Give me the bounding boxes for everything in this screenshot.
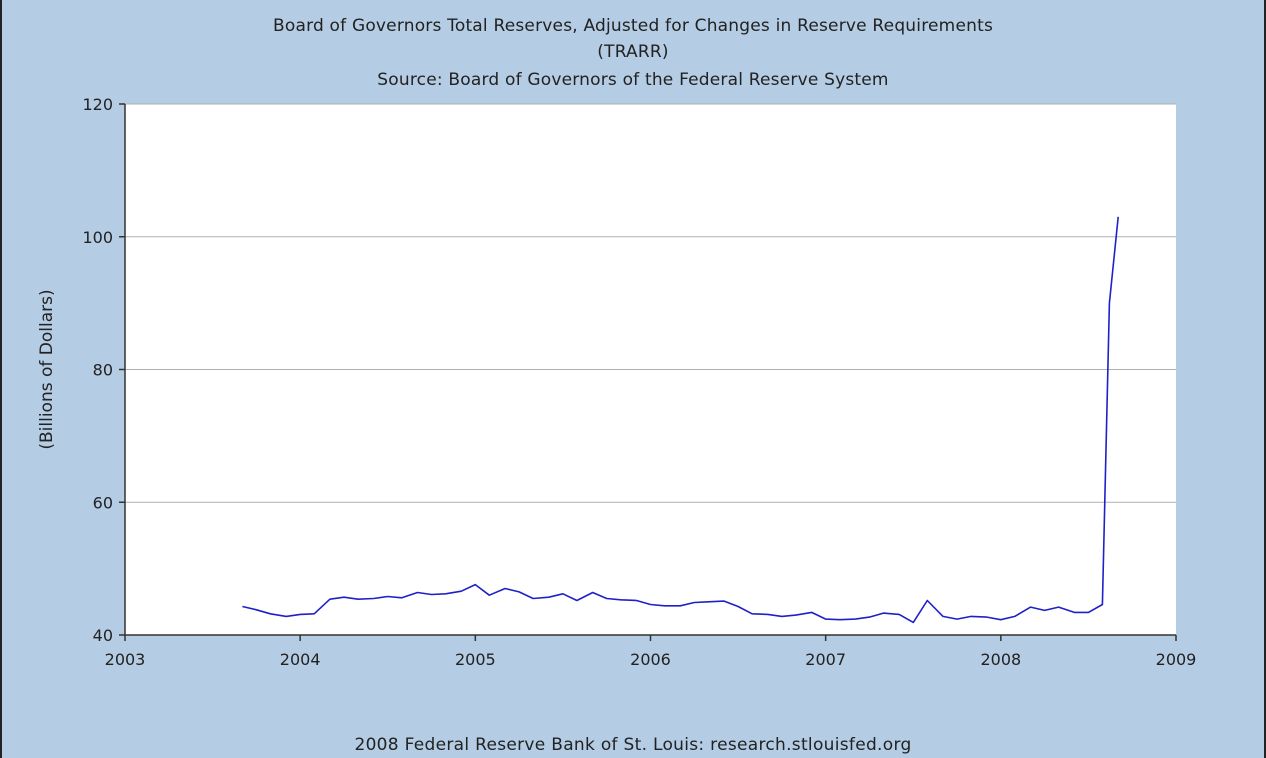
- x-tick-label: 2005: [455, 650, 496, 669]
- y-tick-label: 100: [82, 228, 113, 247]
- series-line: [242, 216, 1119, 624]
- y-axis-label: (Billions of Dollars): [37, 289, 57, 449]
- x-tick-label: 2006: [630, 650, 671, 669]
- y-tick-label: 40: [93, 626, 113, 645]
- chart-subtitle: Source: Board of Governors of the Federa…: [377, 70, 889, 90]
- y-tick-label: 60: [93, 493, 113, 512]
- x-tick-label: 2003: [105, 650, 146, 669]
- chart-title: Board of Governors Total Reserves, Adjus…: [272, 16, 993, 36]
- y-tick-label: 80: [93, 361, 113, 380]
- x-tick-label: 2008: [980, 650, 1021, 669]
- x-tick-label: 2009: [1156, 650, 1197, 669]
- chart-footer: 2008 Federal Reserve Bank of St. Louis: …: [354, 735, 912, 755]
- x-tick-label: 2004: [280, 650, 321, 669]
- chart-title-code: (TRARR): [597, 42, 669, 62]
- y-tick-label: 120: [82, 95, 113, 114]
- x-tick-label: 2007: [805, 650, 846, 669]
